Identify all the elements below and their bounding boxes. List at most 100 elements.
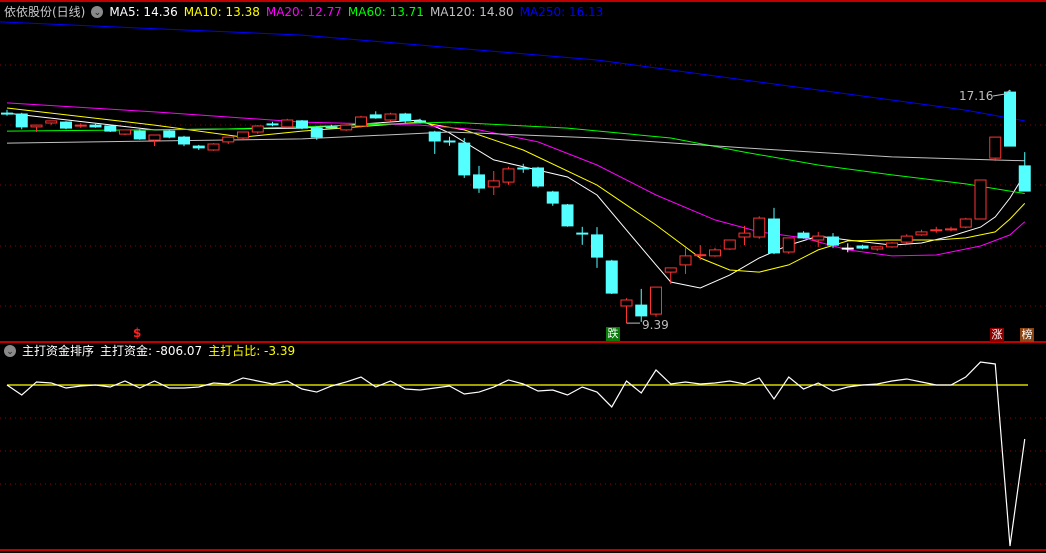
candle-body bbox=[930, 229, 943, 232]
candle-body bbox=[753, 217, 766, 238]
candle bbox=[871, 246, 884, 251]
candle bbox=[650, 286, 662, 317]
candle-body bbox=[546, 191, 559, 204]
candle-body bbox=[399, 113, 412, 122]
candle bbox=[414, 118, 426, 124]
ma120-label: MA120: 14.80 bbox=[429, 5, 514, 19]
fall-badge[interactable]: 跌 bbox=[606, 327, 620, 341]
candle-body bbox=[473, 174, 485, 189]
ma250-label: MA250: 16.13 bbox=[519, 5, 604, 19]
candle-body bbox=[591, 234, 603, 258]
candle-body bbox=[768, 218, 780, 254]
candle bbox=[517, 163, 530, 173]
candle-body bbox=[989, 136, 1002, 159]
candle-body bbox=[841, 247, 854, 250]
candle-body bbox=[1004, 91, 1016, 147]
ma-line-ma5 bbox=[6, 112, 1026, 289]
candle-body bbox=[60, 121, 72, 129]
candle-body bbox=[502, 168, 515, 183]
candle bbox=[1004, 90, 1016, 147]
ma20-label: MA20: 12.77 bbox=[265, 5, 342, 19]
candle-body bbox=[620, 299, 633, 307]
candle-body bbox=[945, 228, 957, 231]
candle bbox=[841, 243, 854, 253]
candle bbox=[915, 229, 928, 236]
candle bbox=[207, 143, 220, 151]
candle bbox=[296, 120, 308, 130]
candle bbox=[723, 239, 736, 250]
candle bbox=[989, 136, 1002, 162]
candle bbox=[163, 129, 176, 139]
candle-body bbox=[709, 249, 721, 257]
ma10-label: MA10: 13.38 bbox=[183, 5, 260, 19]
candle-body bbox=[856, 245, 869, 249]
candle-body bbox=[974, 179, 987, 220]
indicator-name: 主打资金排序 bbox=[22, 344, 95, 358]
candle bbox=[266, 121, 279, 127]
main-chart-header: 依依股份(日线) ⌄ MA5: 14.36 MA10: 13.38 MA20: … bbox=[4, 5, 603, 19]
candle bbox=[192, 144, 205, 150]
candle-body bbox=[237, 131, 249, 139]
candle bbox=[546, 190, 559, 206]
candle-body bbox=[561, 204, 574, 227]
candle bbox=[620, 298, 633, 324]
high-price-label: 17.16 bbox=[959, 89, 994, 103]
candle bbox=[900, 234, 913, 244]
candle bbox=[753, 216, 766, 239]
candle bbox=[30, 124, 43, 132]
candle bbox=[369, 111, 382, 119]
candle bbox=[974, 179, 987, 220]
chevron-down-icon[interactable]: ⌄ bbox=[4, 345, 16, 357]
candle-body bbox=[384, 113, 397, 121]
candle-body bbox=[635, 304, 648, 317]
candle bbox=[709, 247, 721, 257]
candle-body bbox=[414, 120, 426, 123]
candle-body bbox=[266, 123, 279, 126]
candle-body bbox=[1018, 165, 1031, 192]
candle bbox=[45, 120, 58, 125]
candle bbox=[133, 129, 146, 140]
candle-body bbox=[871, 246, 884, 250]
chevron-down-icon[interactable]: ⌄ bbox=[91, 6, 104, 18]
candle-body bbox=[1, 112, 13, 115]
candle-body bbox=[650, 286, 662, 315]
candle-body bbox=[694, 254, 707, 257]
candle-body bbox=[355, 116, 367, 127]
rise-badge[interactable]: 涨 bbox=[990, 328, 1004, 342]
candle bbox=[60, 121, 72, 130]
candle-body bbox=[178, 136, 190, 145]
candle bbox=[782, 237, 795, 254]
candle bbox=[473, 165, 485, 193]
ma5-label: MA5: 14.36 bbox=[109, 5, 178, 19]
candle-body bbox=[576, 232, 589, 235]
candle-body bbox=[369, 114, 382, 119]
candle-body bbox=[487, 180, 500, 188]
candle bbox=[738, 225, 751, 246]
candle bbox=[635, 288, 648, 322]
candle-body bbox=[797, 232, 810, 239]
low-price-label: 9.39 bbox=[642, 318, 669, 332]
candle-body bbox=[119, 129, 131, 135]
candle bbox=[502, 166, 515, 185]
rank-badge[interactable]: 榜 bbox=[1020, 328, 1034, 342]
candle bbox=[605, 259, 618, 294]
candle bbox=[945, 226, 957, 232]
candle-body bbox=[207, 143, 220, 151]
candle-body bbox=[251, 125, 264, 133]
candle-body bbox=[281, 119, 294, 128]
candle-body bbox=[222, 136, 235, 143]
candle bbox=[532, 166, 544, 188]
ma-line-ma250 bbox=[0, 21, 1025, 122]
candle-body bbox=[133, 130, 146, 140]
candle-body bbox=[664, 267, 677, 273]
candle-body bbox=[428, 131, 441, 142]
candle bbox=[310, 126, 323, 140]
candle-body bbox=[45, 120, 58, 124]
candle bbox=[355, 115, 367, 128]
candle bbox=[237, 131, 249, 140]
candle bbox=[768, 207, 780, 255]
candle-body bbox=[827, 236, 839, 246]
candle bbox=[1018, 152, 1031, 192]
candle bbox=[812, 231, 825, 247]
candle bbox=[178, 135, 190, 147]
